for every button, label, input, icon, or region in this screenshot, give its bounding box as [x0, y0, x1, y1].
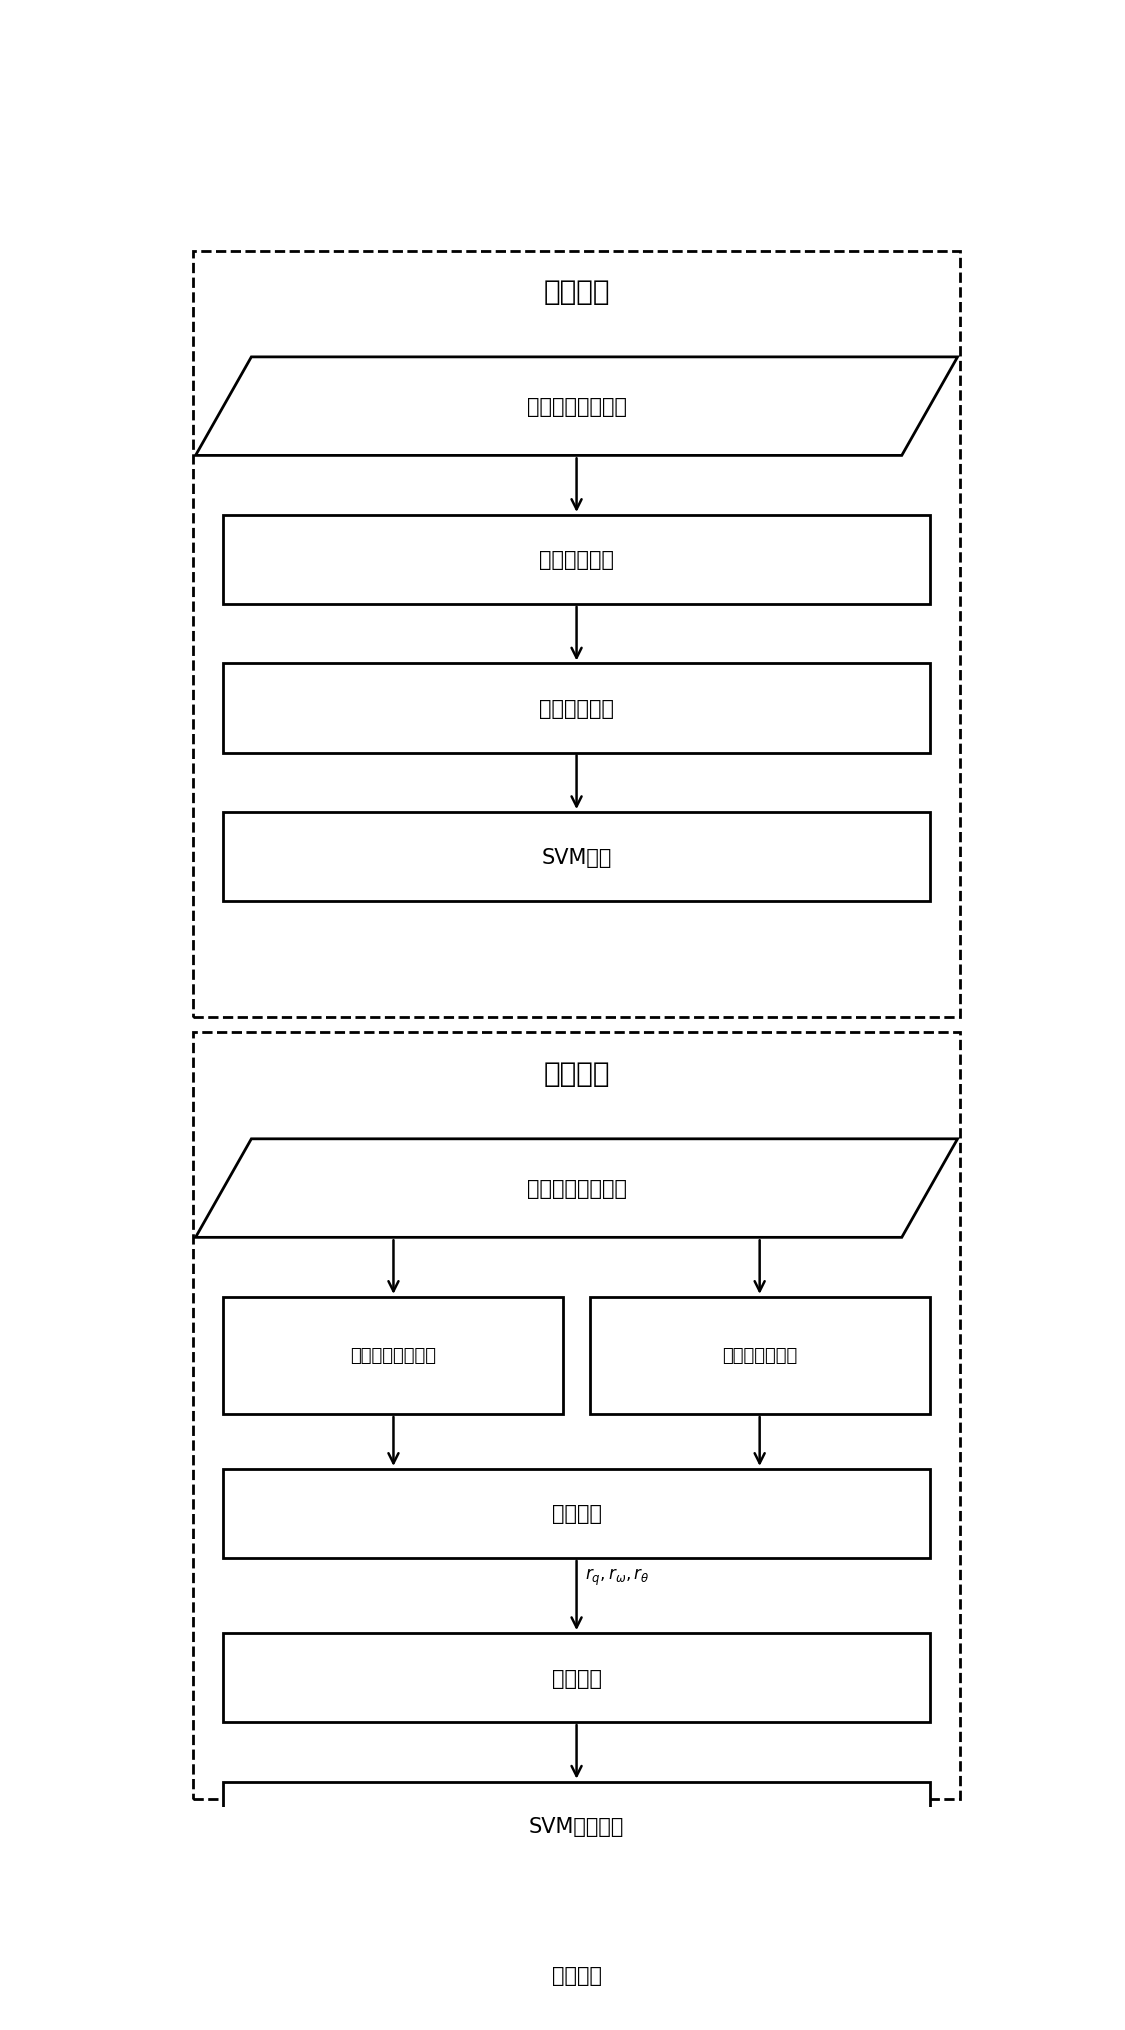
Bar [224, 812, 929, 901]
Bar [193, 252, 960, 1017]
Text: 神经网络训练: 神经网络训练 [539, 550, 614, 570]
Bar [590, 1297, 929, 1415]
Polygon shape [196, 357, 957, 457]
Bar [224, 1297, 564, 1415]
Bar [193, 1033, 960, 1799]
Text: $r_q, r_\omega, r_\theta$: $r_q, r_\omega, r_\theta$ [585, 1567, 650, 1587]
Text: SVM训练: SVM训练 [541, 847, 612, 867]
Bar [224, 1782, 929, 1872]
Text: SVM故障检测: SVM故障检测 [529, 1817, 624, 1837]
Text: 卫星机动过程数据: 卫星机动过程数据 [526, 1179, 627, 1198]
Polygon shape [196, 1139, 957, 1238]
Bar [224, 664, 929, 753]
Text: 应用阶段: 应用阶段 [543, 1060, 610, 1088]
Bar [224, 1634, 929, 1721]
Text: 特征提取: 特征提取 [551, 1669, 602, 1687]
Text: 残差特征提取: 残差特征提取 [539, 698, 614, 719]
Bar [224, 516, 929, 605]
Bar [224, 1931, 929, 2020]
Text: 定位故障: 定位故障 [551, 1965, 602, 1985]
Text: 卫星机动过程数据: 卫星机动过程数据 [526, 398, 627, 416]
Text: 神经网络预测输出: 神经网络预测输出 [351, 1346, 436, 1364]
Bar [224, 1470, 929, 1559]
Text: 运动学预测输出: 运动学预测输出 [722, 1346, 798, 1364]
Text: 残差生成: 残差生成 [551, 1504, 602, 1525]
Text: 训练阶段: 训练阶段 [543, 278, 610, 307]
